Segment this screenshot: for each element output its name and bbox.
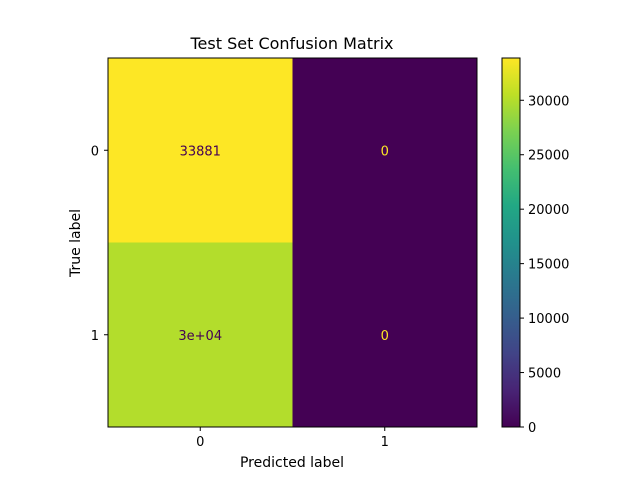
matrix-cell-labels: 33881 0 3e+04 0 — [178, 144, 389, 344]
matrix-cell-1-1 — [292, 242, 478, 428]
x-tick-label: 0 — [196, 435, 204, 450]
matrix-frame — [107, 57, 478, 428]
matrix-cell-0-0 — [108, 58, 293, 243]
x-tick-label: 1 — [381, 435, 389, 450]
x-axis-label: Predicted label — [240, 455, 344, 471]
colorbar-frame — [501, 57, 521, 428]
colorbar-tick-label: 10000 — [528, 312, 569, 327]
colorbar-tick-label: 25000 — [528, 149, 569, 164]
y-tick-label: 1 — [91, 329, 99, 344]
colorbar-ticks: 0 5000 10000 15000 20000 25000 30000 — [520, 94, 569, 436]
cell-value-label-1-0: 3e+04 — [178, 329, 222, 344]
colorbar-tick-label: 0 — [528, 421, 536, 436]
y-axis-label: True label — [68, 209, 84, 278]
cell-value-label-0-0: 33881 — [180, 144, 221, 159]
matrix-cell-1-0 — [108, 242, 293, 428]
cell-value-label-0-1: 0 — [381, 144, 389, 159]
y-tick-label: 0 — [91, 144, 99, 159]
colorbar-tick-label: 20000 — [528, 203, 569, 218]
colorbar — [502, 58, 520, 427]
matrix-cells — [108, 58, 478, 428]
y-axis-ticks: 01 — [91, 144, 108, 344]
cell-value-label-1-1: 0 — [381, 329, 389, 344]
colorbar-tick-label: 30000 — [528, 94, 569, 109]
chart-title: Test Set Confusion Matrix — [190, 34, 394, 53]
colorbar-tick-label: 15000 — [528, 258, 569, 273]
matrix-cell-0-1 — [292, 58, 478, 243]
colorbar-tick-label: 5000 — [528, 367, 561, 382]
